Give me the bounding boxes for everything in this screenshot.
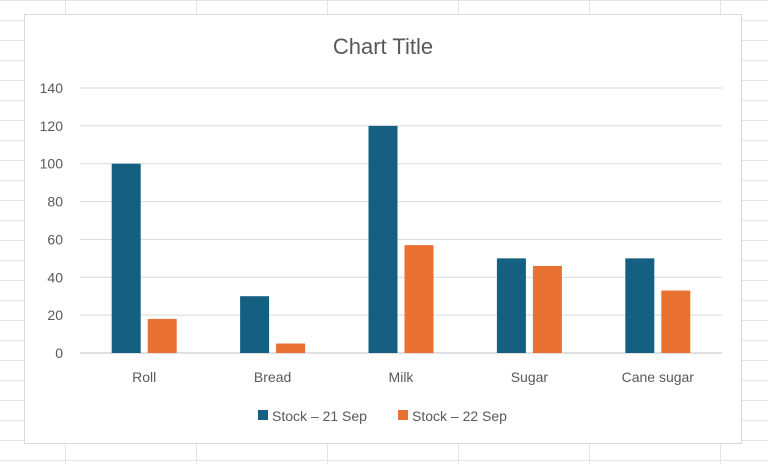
legend-label: Stock – 21 Sep (272, 408, 367, 424)
bar-series1[interactable] (111, 163, 141, 353)
bar-series2[interactable] (532, 265, 562, 353)
x-tick-label: Milk (389, 369, 415, 385)
legend-swatch (398, 410, 408, 420)
y-tick-label: 40 (47, 269, 63, 285)
x-tick-label: Cane sugar (622, 369, 695, 385)
y-tick-label: 20 (47, 307, 63, 323)
bar-series2[interactable] (147, 318, 177, 353)
y-tick-label: 120 (40, 118, 64, 134)
legend-swatch (258, 410, 268, 420)
bar-series1[interactable] (240, 296, 270, 353)
y-tick-label: 80 (47, 194, 63, 210)
y-tick-label: 100 (40, 156, 64, 172)
x-tick-label: Bread (254, 369, 291, 385)
y-tick-label: 140 (40, 80, 64, 96)
y-tick-label: 0 (55, 345, 63, 361)
legend-label: Stock – 22 Sep (412, 408, 507, 424)
bar-series2[interactable] (404, 245, 434, 353)
bar-series1[interactable] (625, 258, 655, 353)
bar-series1[interactable] (368, 125, 398, 353)
y-tick-label: 60 (47, 231, 63, 247)
bar-series2[interactable] (276, 343, 306, 353)
bar-series2[interactable] (661, 290, 691, 353)
x-tick-label: Sugar (511, 369, 549, 385)
bar-series1[interactable] (496, 258, 526, 353)
chart-title: Chart Title (333, 34, 433, 59)
x-tick-label: Roll (132, 369, 156, 385)
